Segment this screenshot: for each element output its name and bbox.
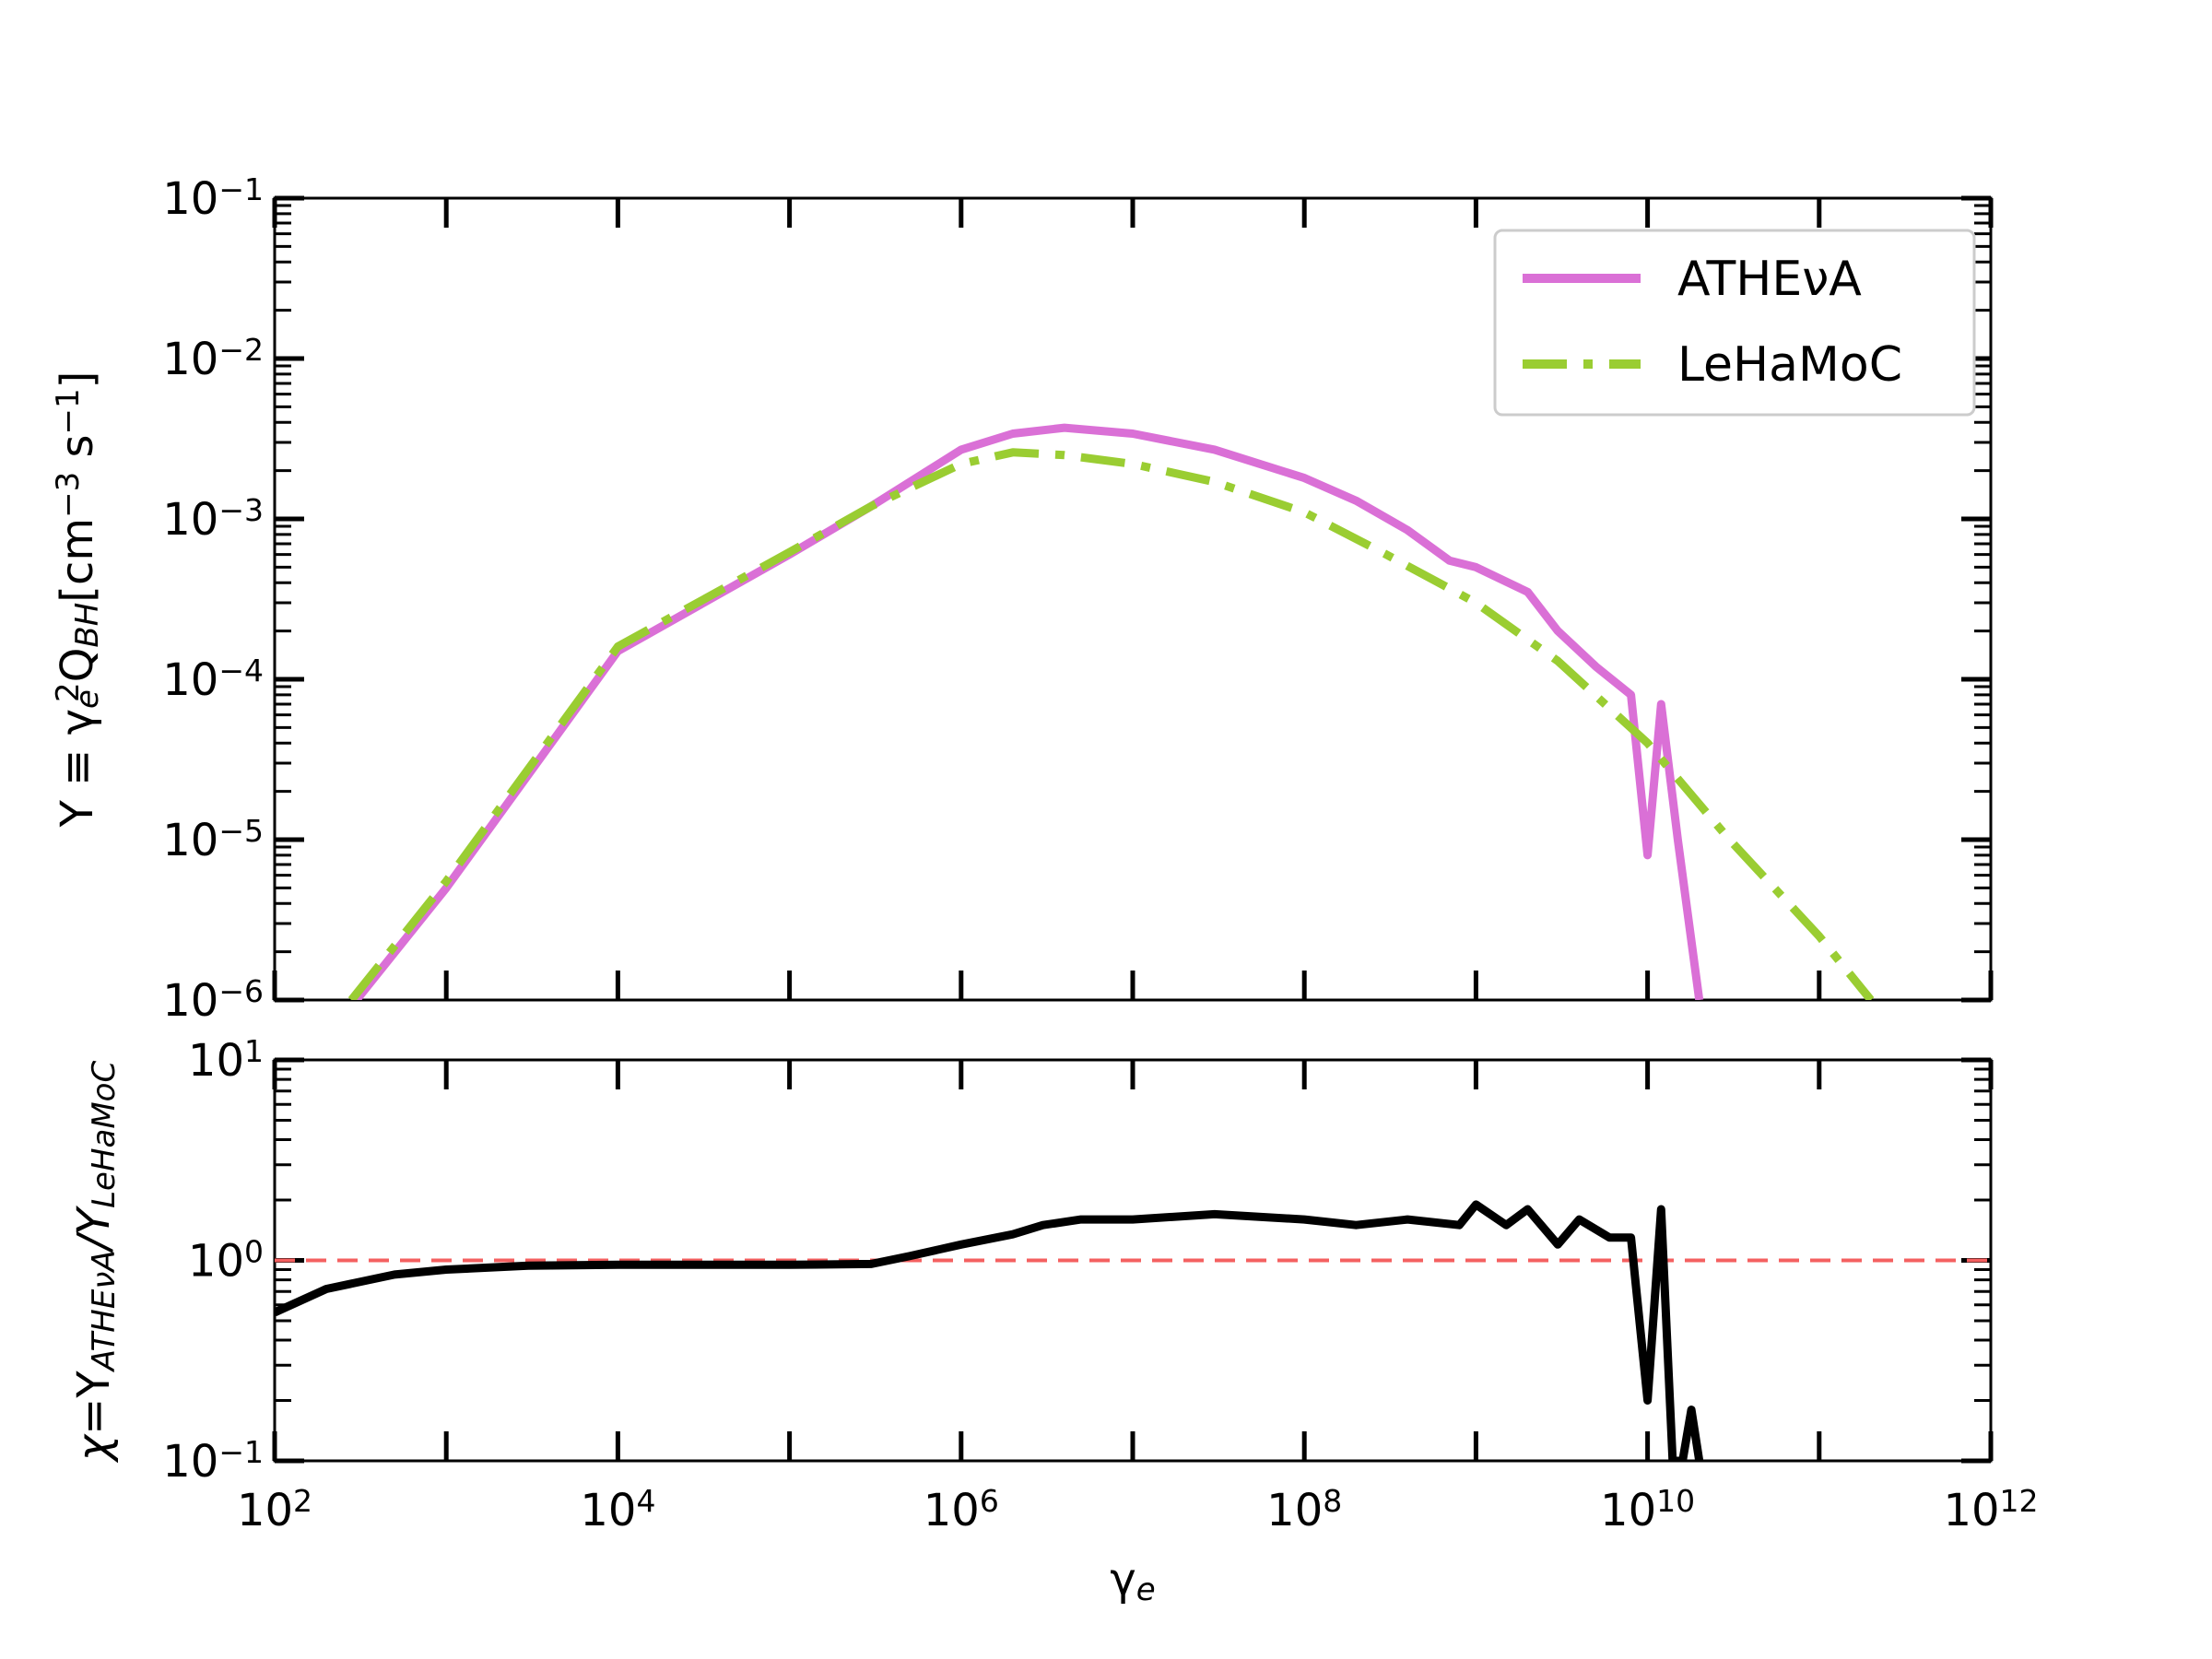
y-tick-label: 100 [188, 1234, 264, 1288]
x-tick-label: 102 [237, 1483, 312, 1536]
top-ylabel-sup-2: 2 [50, 682, 87, 702]
xlabel-gamma: γ [1110, 1554, 1135, 1606]
x-tick-label-exp: 8 [1323, 1483, 1342, 1519]
y-tick-label: 10−2 [162, 332, 264, 385]
y-tick-label-exp: −2 [218, 332, 264, 368]
legend: ATHEνA LeHaMoC [1493, 229, 1976, 417]
y-tick-label-exp: −4 [218, 653, 264, 688]
y-tick-label-exp: −1 [218, 171, 264, 207]
x-tick-label: 1012 [1943, 1483, 2038, 1536]
y-tick-label-base: 10 [162, 173, 218, 225]
legend-lehamoc-label: LeHaMoC [1677, 337, 1902, 393]
y-tick-label-exp: −6 [218, 973, 264, 1009]
top-ylabel-sup-neg3: −3 [50, 472, 87, 518]
y-tick-label: 10−1 [162, 171, 264, 225]
x-tick-label-base: 10 [237, 1485, 293, 1536]
y-tick-label-base: 10 [188, 1236, 244, 1288]
top-ylabel-unit-s: s [52, 434, 103, 471]
top-ticks: 10−610−510−410−310−210−1 [162, 171, 1994, 1027]
lehamoc-series-line-1 [347, 448, 1875, 1000]
y-tick-label-exp: 1 [244, 1033, 264, 1069]
x-tick-label-exp: 4 [636, 1483, 655, 1519]
y-tick-label: 101 [188, 1033, 264, 1087]
x-tick-label: 108 [1266, 1483, 1342, 1536]
top-ylabel-sub-bh: BH [69, 603, 106, 648]
bottom-ylabel-eq: =Y [68, 1371, 120, 1435]
legend-athena-label: ATHEνA [1677, 252, 1862, 307]
bottom-ylabel-slash: /Y [68, 1205, 120, 1253]
athea-series-line-0 [353, 423, 1704, 1000]
x-tick-label-exp: 12 [2000, 1483, 2039, 1519]
x-tick-label: 104 [580, 1483, 655, 1536]
top-lines [347, 423, 1875, 1000]
top-ylabel-q: Q [52, 648, 103, 683]
x-tick-label-base: 10 [1943, 1485, 1999, 1536]
y-tick-label-base: 10 [162, 815, 218, 866]
x-tick-label: 1010 [1600, 1483, 1695, 1536]
bottom-ylabel-sub-lehamoc: LeHaMoC [86, 1061, 123, 1208]
y-tick-label-base: 10 [162, 494, 218, 546]
x-tick-label: 106 [924, 1483, 999, 1536]
x-tick-label-exp: 2 [293, 1483, 312, 1519]
y-tick-label-base: 10 [162, 334, 218, 385]
top-panel: 10−610−510−410−310−210−1 Y ≡ γe2QBH[cm−3… [50, 171, 1994, 1027]
x-tick-label-exp: 10 [1656, 1483, 1695, 1519]
y-tick-label-base: 10 [162, 975, 218, 1027]
x-tick-label-base: 10 [1266, 1485, 1323, 1536]
bottom-lines [275, 1200, 1991, 1461]
x-tick-label-base: 10 [580, 1485, 636, 1536]
y-tick-label-exp: −1 [218, 1434, 264, 1470]
y-tick-label: 10−6 [162, 973, 264, 1027]
x-tick-label-base: 10 [924, 1485, 980, 1536]
x-axis-label: γe [1110, 1554, 1155, 1608]
bottom-ylabel-chi: χ [68, 1433, 120, 1464]
y-tick-label: 10−4 [162, 653, 264, 706]
y-tick-label-base: 10 [162, 654, 218, 706]
xlabel-sub-e: e [1136, 1571, 1156, 1608]
y-tick-label-base: 10 [162, 1436, 218, 1488]
top-ylabel-unit-open: [cm [52, 518, 103, 603]
x-tick-label-base: 10 [1600, 1485, 1656, 1536]
y-tick-label-exp: 0 [244, 1234, 264, 1270]
y-tick-label: 10−5 [162, 813, 264, 866]
top-ylabel-prefix: Y ≡ γ [52, 709, 103, 828]
ratio-series-line-0 [275, 1200, 1704, 1461]
top-ylabel-sup-neg1: −1 [50, 388, 87, 434]
y-tick-label: 10−1 [162, 1434, 264, 1488]
y-tick-label: 10−3 [162, 492, 264, 546]
y-tick-label-base: 10 [188, 1035, 244, 1087]
y-tick-label-exp: −5 [218, 813, 264, 849]
top-y-axis-label: Y ≡ γe2QBH[cm−3 s−1] [50, 371, 106, 829]
bottom-y-axis-label: χ=YATHEνA/YLeHaMoC [68, 1061, 123, 1465]
bottom-ylabel-sub-athena: ATHEνA [86, 1250, 123, 1372]
x-tick-label-exp: 6 [980, 1483, 999, 1519]
y-tick-label-exp: −3 [218, 492, 264, 528]
top-ylabel-unit-close: ] [52, 371, 103, 389]
top-ylabel-sub-e: e [69, 689, 106, 709]
